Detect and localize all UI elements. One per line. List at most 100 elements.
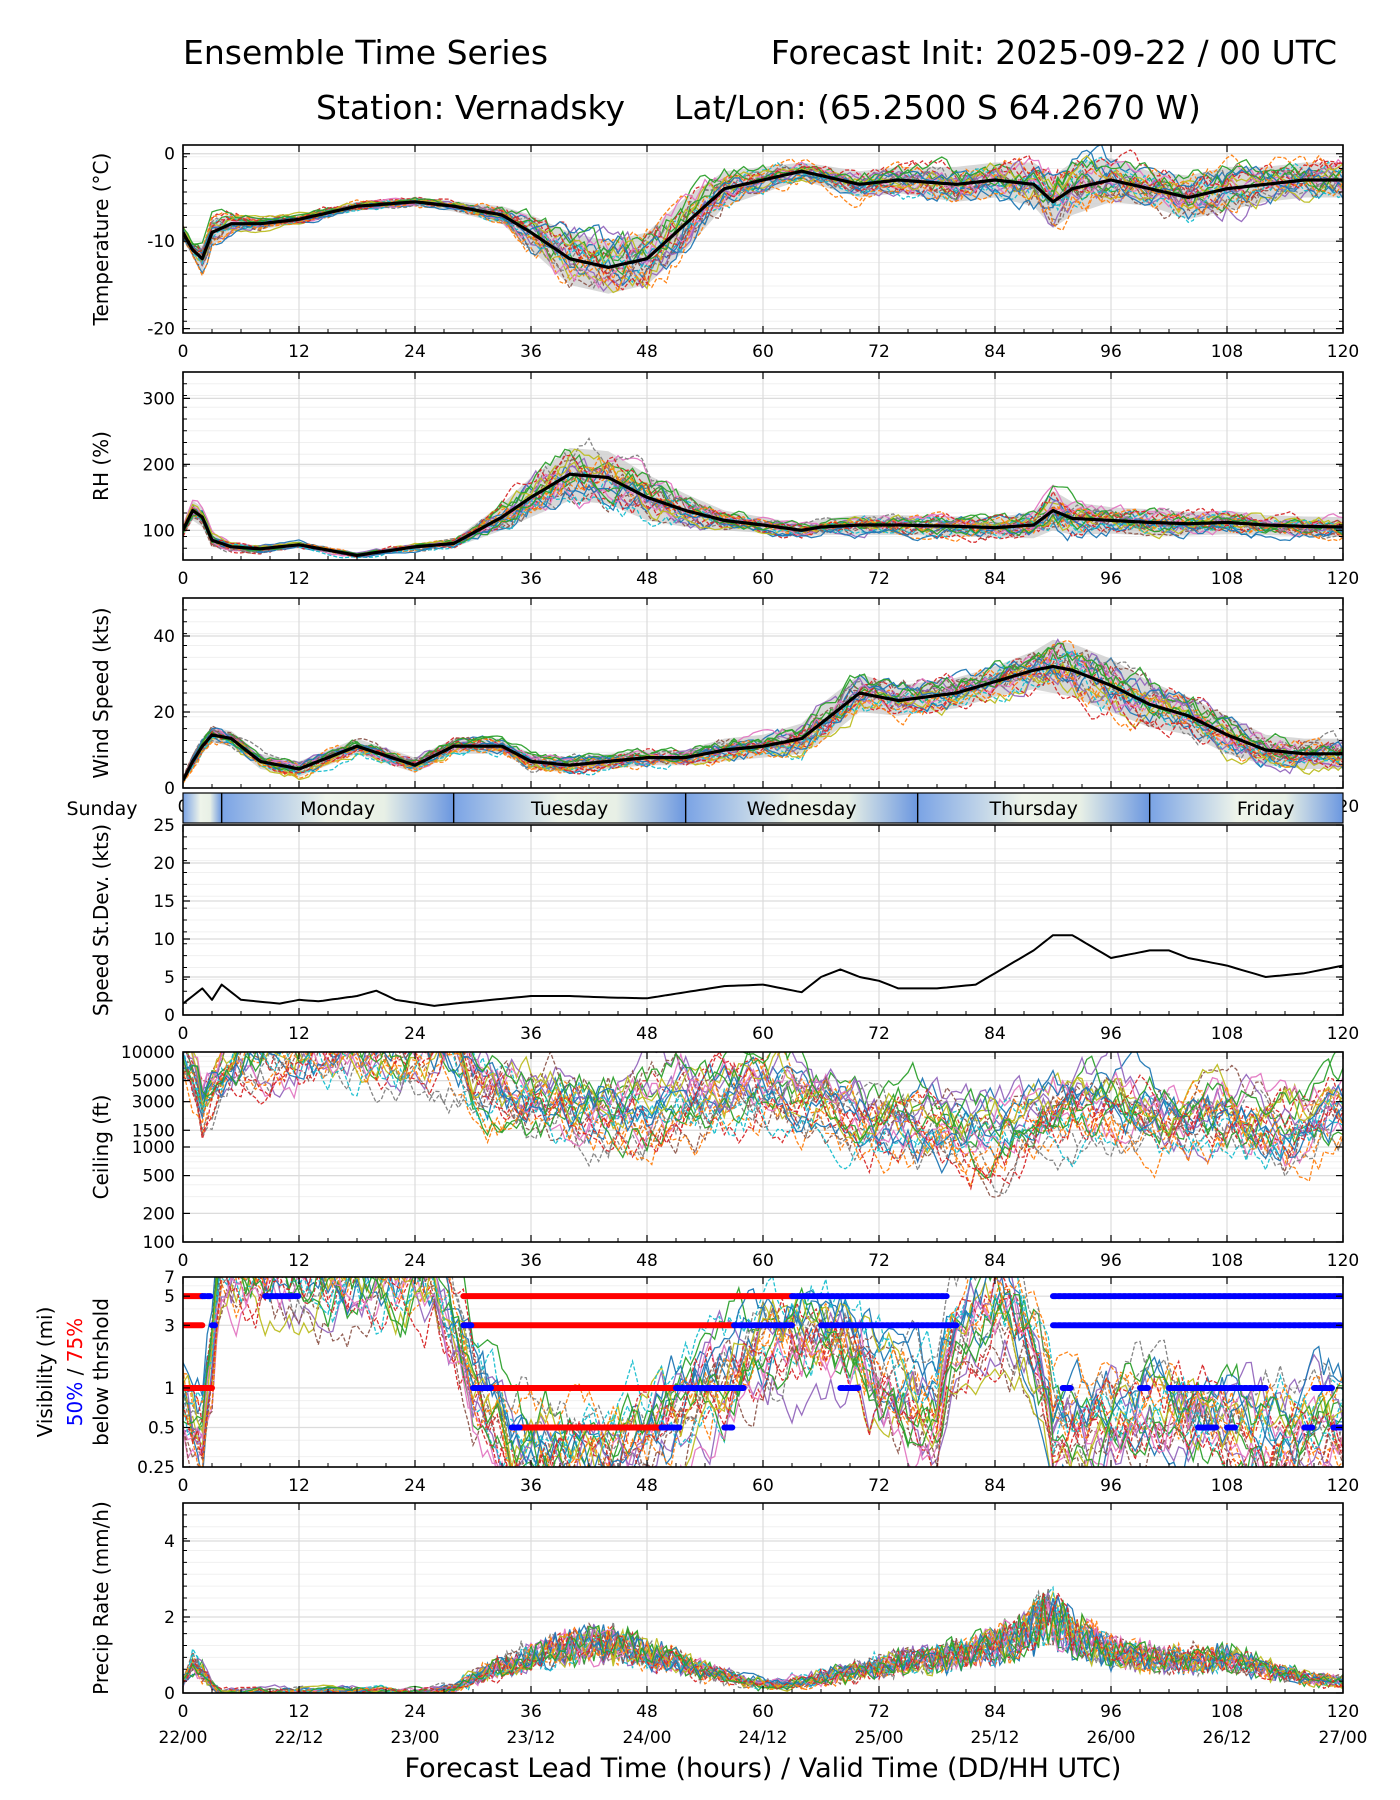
day-block [917,793,1150,823]
ensemble-member-line [183,1277,1343,1467]
x-tick-label: 36 [520,1476,542,1496]
ensemble-member-line [183,1277,1343,1467]
y-tick-label: 0.25 [137,1458,175,1478]
x-tick-label: 96 [1100,342,1122,362]
y-tick-label: 3000 [132,1093,175,1113]
x-tick-label: 48 [636,1024,658,1044]
x-tick-label: 96 [1100,1476,1122,1496]
ensemble-member-line [183,1601,1343,1693]
x-tick-label: 84 [984,1024,1006,1044]
ensemble-member-line [183,1591,1343,1693]
y-tick-label: 300 [143,389,175,409]
x-tick-label: 60 [752,569,774,589]
plot-area-visibility [183,1277,1343,1467]
y-tick-label: 5 [164,968,175,988]
stdev-line [183,934,1343,1007]
x-tick-label: 0 [178,1476,189,1496]
plot-area-ceiling [183,1052,1343,1198]
valid-time-label: 23/12 [507,1728,556,1748]
x-tick-label: 36 [520,1024,542,1044]
y-tick-label: 200 [143,1204,175,1224]
y-tick-label: 0 [164,1684,175,1704]
y-tick-label: -20 [147,320,175,340]
y-tick-label: 10 [153,930,175,950]
ensemble-member-line [183,1052,1343,1183]
title-left: Ensemble Time Series [183,33,549,72]
ensemble-member-line [183,471,1343,557]
ensemble-member-line [183,1277,1343,1467]
y-tick-label: 10000 [121,1043,175,1063]
x-tick-label: 120 [1327,1251,1359,1271]
ensemble-member-line [190,1052,1343,1143]
day-bar-frame [182,792,1344,824]
y-tick-label: 3 [164,1316,175,1336]
ensemble-member-line [183,669,1343,781]
ensemble-member-line [183,1052,1343,1172]
x-tick-label: 60 [752,1251,774,1271]
x-tick-label: 24 [404,1476,426,1496]
ensemble-member-line [183,1052,1343,1164]
ensemble-member-line [183,1277,1343,1467]
y-tick-label: 5 [164,1287,175,1307]
x-tick-label: 96 [1100,1251,1122,1271]
valid-time-label: 27/00 [1319,1728,1368,1748]
ensemble-member-line [183,1052,1343,1172]
x-tick-label: 0 [178,342,189,362]
day-block [453,793,686,823]
x-tick-label: 48 [636,1702,658,1722]
day-label: Thursday [988,798,1077,820]
x-tick-label: 108 [1211,1251,1243,1271]
day-block [221,793,454,823]
ensemble-member-line [183,473,1343,555]
ensemble-member-line [183,167,1343,284]
ensemble-member-line [183,1277,1343,1467]
valid-time-label: 24/00 [623,1728,672,1748]
ensemble-member-line [183,154,1343,269]
plot-area-wind_sd [183,934,1343,1007]
ensemble-member-line [183,1595,1343,1693]
day-label: Monday [300,798,375,820]
x-tick-label: 60 [752,1024,774,1044]
x-tick-label: 0 [178,569,189,589]
y-tick-label: 0 [164,779,175,799]
x-tick-label: 12 [288,1476,310,1496]
ensemble-member-line [185,1052,1343,1138]
valid-time-label: 22/00 [159,1728,208,1748]
panel-rh: 100 200 300 0 12 24 36 48 60 72 84 96 108 120 RH (%) [89,371,1359,589]
ensemble-member-line [183,651,1343,784]
x-tick-label: 108 [1211,342,1243,362]
x-tick-label: 24 [404,569,426,589]
x-tick-label: 84 [984,569,1006,589]
ensemble-member-line [183,1052,1343,1191]
y-axis-label: Precip Rate (mm/h) [89,1501,113,1695]
x-tick-label: 120 [1327,1702,1359,1722]
x-tick-label: 0 [178,1024,189,1044]
x-tick-label: 108 [1211,1476,1243,1496]
panel-wind: 0204001224364860728496108120Wind Speed (… [89,597,1359,817]
ensemble-member-line [183,1052,1343,1179]
x-tick-label: 108 [1211,1702,1243,1722]
x-tick-label: 96 [1100,1024,1122,1044]
y-tick-label: 20 [153,854,175,874]
panel-visibility: 75 3 1 0.5 0.250 12 24 36 48 60 72 84 96 108 120 Visibi… [33,1268,1359,1496]
y-tick-label: 1500 [132,1121,175,1141]
day-block [183,793,222,823]
x-tick-label: 120 [1327,342,1359,362]
valid-time-label: 25/00 [855,1728,904,1748]
day-label: Tuesday [530,798,608,820]
y-axis-label: Wind Speed (kts) [89,607,113,778]
ensemble-member-line [183,1277,1343,1467]
ensemble-member-line [183,1277,1343,1467]
y-tick-label: 100 [143,1233,175,1253]
x-tick-label: 36 [520,342,542,362]
y-axis-label: Speed St.Dev. (kts) [89,824,113,1016]
ensemble-member-line [183,664,1343,782]
x-tick-label: 60 [752,342,774,362]
ensemble-member-line [183,156,1343,274]
x-tick-label: 96 [1100,569,1122,589]
plot-area-rh [183,437,1343,559]
x-tick-label: 96 [1100,1702,1122,1722]
y-axis-label: RH (%) [89,431,113,501]
